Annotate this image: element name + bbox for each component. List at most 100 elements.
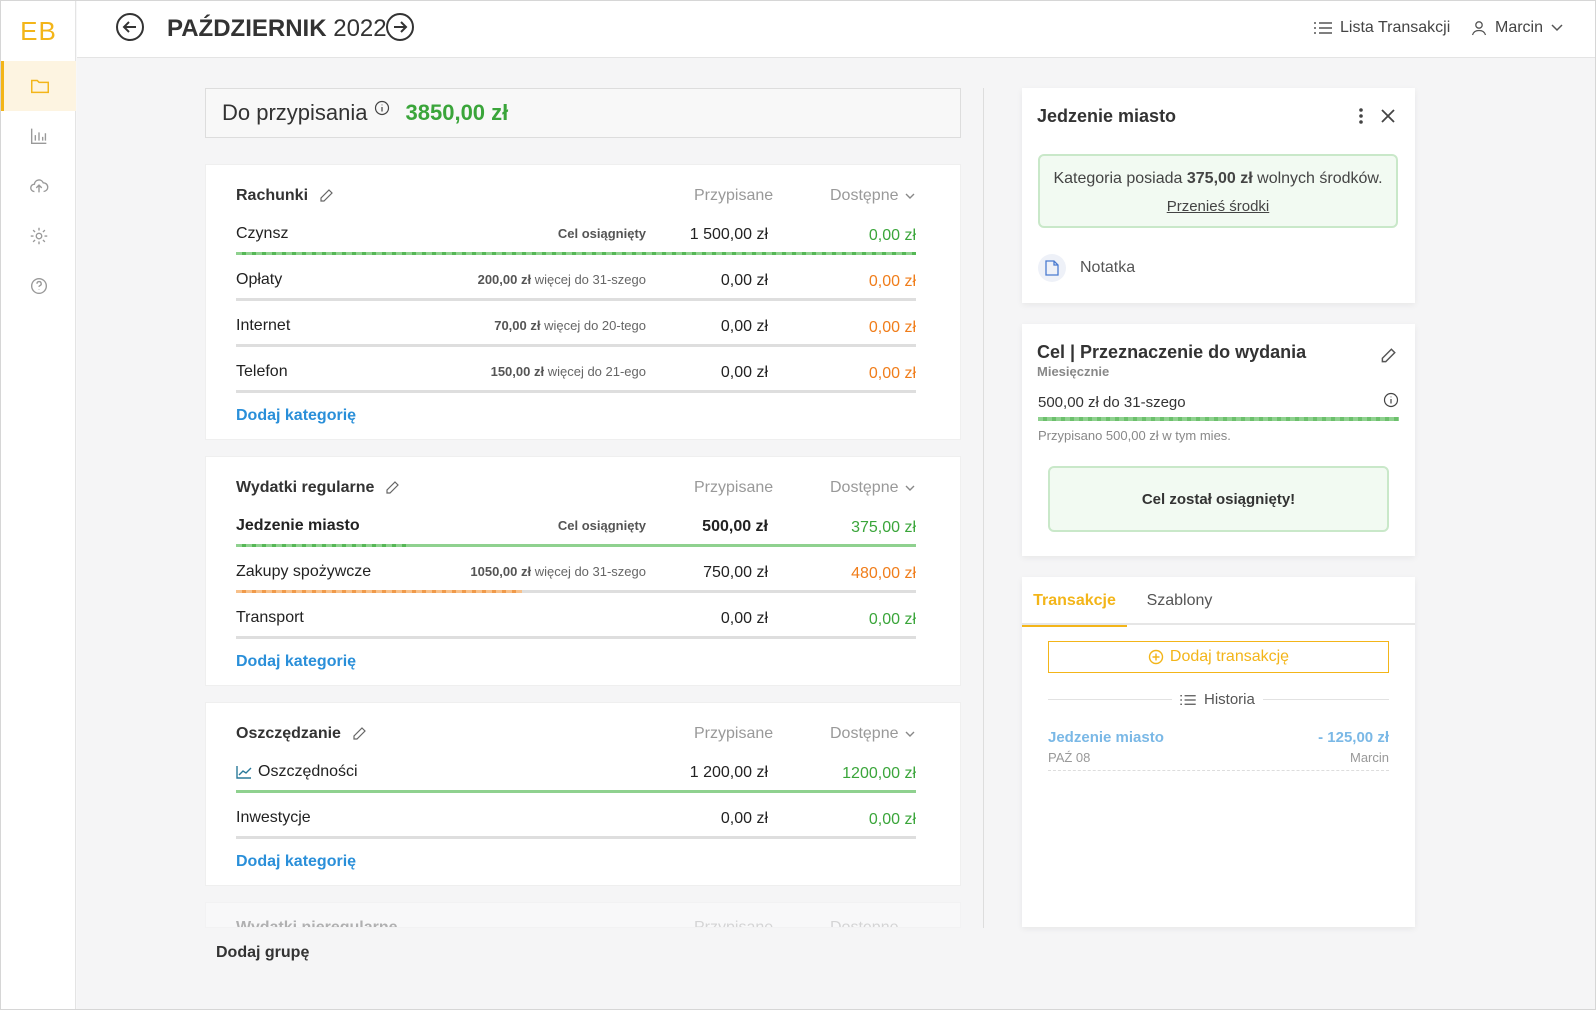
category-row[interactable]: Oszczędności 1 200,00 zł 1200,00 zł xyxy=(236,755,916,801)
available-value: 0,00 zł xyxy=(868,365,916,382)
top-bar: PAŹDZIERNIK 2022 Lista Transakcji Marcin xyxy=(77,1,1595,58)
progress-bar xyxy=(236,344,916,347)
cloud-upload-icon xyxy=(29,179,48,193)
assigned-value[interactable]: 750,00 zł xyxy=(703,564,768,581)
to-assign-amount: 3850,00 zł xyxy=(405,100,509,125)
add-group-button[interactable]: Dodaj grupę xyxy=(216,944,310,961)
note-button[interactable]: Notatka xyxy=(1038,254,1135,282)
user-menu[interactable]: Marcin xyxy=(1471,19,1563,37)
tab-templates[interactable]: Szablony xyxy=(1146,592,1213,609)
sidebar-item-settings[interactable] xyxy=(1,211,76,261)
scroll-mask xyxy=(205,928,961,948)
col-assigned: Przypisane xyxy=(694,919,774,928)
transactions-list-link[interactable]: Lista Transakcji xyxy=(1314,19,1450,37)
progress-bar xyxy=(236,298,916,301)
sidebar-item-help[interactable] xyxy=(1,261,76,311)
tabs xyxy=(1022,577,1415,625)
plus-circle-icon xyxy=(1148,649,1164,665)
col-assigned: Przypisane xyxy=(694,187,774,204)
group-header: Rachunki xyxy=(236,187,334,205)
col-assigned: Przypisane xyxy=(694,725,774,742)
sidebar-item-import[interactable] xyxy=(1,161,76,211)
sidebar-item-budget[interactable] xyxy=(1,61,76,111)
list-icon xyxy=(1314,22,1332,34)
available-value: 0,00 zł xyxy=(868,611,916,628)
info-icon[interactable] xyxy=(374,100,390,116)
transfer-funds-link[interactable]: Przenieś środki xyxy=(1166,198,1270,215)
bar-chart-icon xyxy=(30,128,46,145)
info-icon[interactable] xyxy=(1383,392,1399,408)
category-row[interactable]: Internet 70,00 zł więcej do 20-tego 0,00… xyxy=(236,309,916,355)
panel-title: Jedzenie miasto xyxy=(1037,106,1177,126)
edit-icon[interactable] xyxy=(1379,347,1397,365)
progress-bar xyxy=(236,590,916,593)
goal-note: Cel osiągnięty xyxy=(557,518,646,533)
goal-note: 200,00 zł więcej do 31-szego xyxy=(477,272,646,287)
group-card-wydatki-regularne: Wydatki regularne Przypisane Dostępne Je… xyxy=(205,456,961,686)
current-month: PAŹDZIERNIK 2022 xyxy=(167,15,387,42)
category-row[interactable]: Transport 0,00 zł 0,00 zł xyxy=(236,601,916,647)
category-row[interactable]: Telefon 150,00 zł więcej do 21-ego 0,00 … xyxy=(236,355,916,401)
goal-note: 70,00 zł więcej do 20-tego xyxy=(494,318,646,333)
category-row[interactable]: Czynsz Cel osiągnięty 1 500,00 zł 0,00 z… xyxy=(236,217,916,263)
edit-icon[interactable] xyxy=(351,726,367,742)
available-value: 1200,00 zł xyxy=(842,765,916,782)
available-value: 0,00 zł xyxy=(868,227,916,244)
col-available[interactable]: Dostępne xyxy=(830,187,915,205)
assigned-value[interactable]: 0,00 zł xyxy=(720,318,768,335)
goal-title: Cel | Przeznaczenie do wydania xyxy=(1037,342,1307,362)
progress-bar xyxy=(236,544,916,547)
group-header: Wydatki nieregularne xyxy=(236,919,398,928)
prev-month-icon[interactable] xyxy=(115,12,145,42)
goal-note: Cel osiągnięty xyxy=(557,226,646,241)
assigned-value[interactable]: 1 200,00 zł xyxy=(689,764,768,781)
list-icon xyxy=(1180,694,1196,705)
edit-icon[interactable] xyxy=(318,188,334,204)
progress-bar xyxy=(236,790,916,793)
col-available[interactable]: Dostępne xyxy=(830,479,915,497)
chevron-down-icon xyxy=(1551,24,1563,32)
goal-target: 500,00 zł do 31-szego xyxy=(1038,394,1186,411)
progress-bar xyxy=(236,252,916,255)
assigned-value[interactable]: 0,00 zł xyxy=(720,610,768,627)
group-card-oszczedzanie: Oszczędzanie Przypisane Dostępne Oszczęd… xyxy=(205,702,961,886)
add-category-link[interactable]: Dodaj kategorię xyxy=(236,853,357,870)
to-assign-label: Do przypisania xyxy=(222,100,368,125)
category-row[interactable]: Inwestycje 0,00 zł 0,00 zł xyxy=(236,801,916,847)
tab-transactions[interactable]: Transakcje xyxy=(1022,577,1127,627)
folder-icon xyxy=(31,79,49,94)
assigned-value[interactable]: 1 500,00 zł xyxy=(689,226,768,243)
add-category-link[interactable]: Dodaj kategorię xyxy=(236,407,357,424)
assigned-value[interactable]: 500,00 zł xyxy=(702,518,768,535)
chevron-down-icon xyxy=(905,193,914,199)
next-month-icon[interactable] xyxy=(385,12,415,42)
app-logo: EB xyxy=(20,15,57,46)
goal-reached-banner: Cel został osiągnięty! xyxy=(1048,466,1389,532)
chevron-down-icon xyxy=(905,485,914,491)
col-available[interactable]: Dostępne xyxy=(830,725,915,743)
sidebar-item-reports[interactable] xyxy=(1,111,76,161)
group-card-wydatki-nieregularne: Wydatki nieregularne Przypisane Dostępne xyxy=(205,902,961,928)
category-row[interactable]: Opłaty 200,00 zł więcej do 31-szego 0,00… xyxy=(236,263,916,309)
main-content: Do przypisania 3850,00 zł Rachunki Przyp… xyxy=(77,58,1595,1009)
add-category-link[interactable]: Dodaj kategorię xyxy=(236,653,357,670)
assigned-value[interactable]: 0,00 zł xyxy=(720,272,768,289)
category-detail-card: Jedzenie miasto Kategoria posiada 375,00… xyxy=(1022,88,1415,303)
col-available: Dostępne xyxy=(830,919,899,928)
category-row-selected[interactable]: Jedzenie miasto Cel osiągnięty 500,00 zł… xyxy=(236,509,916,555)
group-card-rachunki: Rachunki Przypisane Dostępne Czynsz Cel … xyxy=(205,164,961,440)
edit-icon[interactable] xyxy=(384,480,400,496)
more-vertical-icon[interactable] xyxy=(1356,106,1366,126)
progress-bar xyxy=(236,836,916,839)
category-row[interactable]: Zakupy spożywcze 1050,00 zł więcej do 31… xyxy=(236,555,916,601)
add-transaction-button[interactable]: Dodaj transakcję xyxy=(1048,641,1389,673)
transaction-row[interactable]: Jedzenie miasto - 125,00 zł PAŹ 08 Marci… xyxy=(1048,727,1389,771)
available-value: 0,00 zł xyxy=(868,319,916,336)
close-icon[interactable] xyxy=(1380,108,1396,124)
progress-bar xyxy=(236,636,916,639)
available-value: 480,00 zł xyxy=(851,565,916,582)
assigned-value[interactable]: 0,00 zł xyxy=(720,364,768,381)
assigned-value[interactable]: 0,00 zł xyxy=(720,810,768,827)
gear-icon xyxy=(30,227,47,245)
goal-assigned-text: Przypisano 500,00 zł w tym mies. xyxy=(1038,428,1231,443)
